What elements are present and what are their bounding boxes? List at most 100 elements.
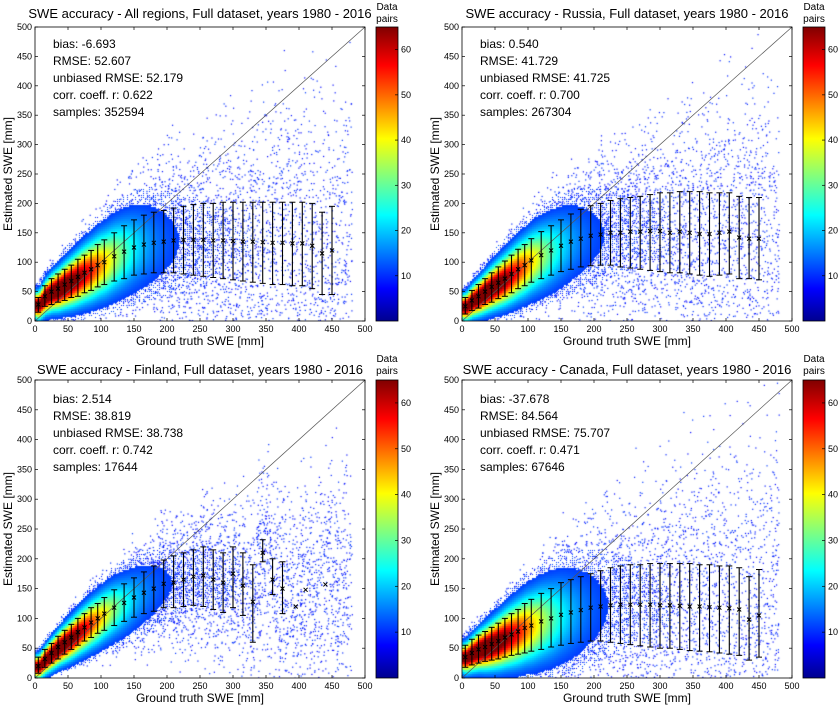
x-tick-label: 250 xyxy=(619,681,634,691)
colorbar-tick-label: 20 xyxy=(828,226,838,236)
y-tick-label: 350 xyxy=(17,464,32,474)
colorbar-tick-label: 50 xyxy=(401,90,411,100)
colorbar-title-line2: pairs xyxy=(376,14,398,25)
x-tick-label: 450 xyxy=(751,681,766,691)
stat-samples: samples: 67646 xyxy=(480,460,565,474)
y-tick-label: 0 xyxy=(454,673,459,683)
mean-marker xyxy=(181,237,186,243)
one-to-one-line xyxy=(461,379,793,679)
x-tick-label: 200 xyxy=(159,681,174,691)
mean-marker xyxy=(627,602,633,608)
mean-marker xyxy=(667,230,673,236)
y-tick-label: 200 xyxy=(17,198,32,208)
y-tick-label: 0 xyxy=(27,316,32,326)
stat-bias: bias: 2.514 xyxy=(53,392,112,406)
colorbar-tick-label: 10 xyxy=(401,271,411,281)
colorbar-title-line2: pairs xyxy=(803,366,825,377)
y-tick-label: 200 xyxy=(444,198,459,208)
panel-title: SWE accuracy - Canada, Full dataset, yea… xyxy=(463,362,792,377)
mean-marker xyxy=(667,602,673,608)
y-tick-label: 400 xyxy=(444,81,459,91)
colorbar-tick-label: 30 xyxy=(401,535,411,545)
stats-box: bias: -6.693 RMSE: 52.607 unbiased RMSE:… xyxy=(53,37,183,119)
mean-marker xyxy=(82,270,87,276)
mean-marker xyxy=(746,617,752,622)
colorbar-title-line2: pairs xyxy=(376,366,398,377)
mean-marker xyxy=(210,238,216,243)
colorbar-title-line2: pairs xyxy=(803,14,825,25)
colorbar-title-line1: Data xyxy=(376,2,398,13)
x-tick-label: 200 xyxy=(586,324,601,334)
colorbar-tick-label: 30 xyxy=(401,180,411,190)
mean-marker xyxy=(657,602,663,608)
mean-marker xyxy=(240,583,246,588)
mean-marker xyxy=(482,289,488,294)
mean-marker xyxy=(495,638,501,644)
stat-corr-coeff: corr. coeff. r: 0.742 xyxy=(53,443,153,457)
y-axis-label: Estimated SWE [mm] xyxy=(428,472,442,586)
mean-marker xyxy=(502,635,508,640)
mean-marker xyxy=(303,587,308,593)
colorbar-tick-label: 60 xyxy=(828,398,838,408)
colorbar-tick-label: 30 xyxy=(828,535,838,545)
mean-marker xyxy=(250,239,256,244)
mean-marker xyxy=(49,289,54,294)
mean-marker xyxy=(697,231,702,237)
mean-marker xyxy=(558,612,564,618)
colorbar-ticks: 10 20 30 40 50 60 xyxy=(395,398,411,637)
mean-marker xyxy=(42,293,48,299)
axes: 0 50 100 150 200 250 300 350 400 450 500 0 50 100 150 2… xyxy=(17,22,373,334)
x-tick-label: 0 xyxy=(459,681,464,691)
mean-marker xyxy=(240,239,246,244)
y-tick-label: 200 xyxy=(17,554,32,564)
mean-marker xyxy=(469,298,475,303)
colorbar-tick-label: 20 xyxy=(401,226,411,236)
x-tick-label: 50 xyxy=(63,324,73,334)
mean-marker xyxy=(598,604,603,609)
x-tick-label: 350 xyxy=(258,681,273,691)
mean-marker xyxy=(578,236,584,242)
mean-marker xyxy=(462,303,468,309)
x-tick-label: 250 xyxy=(619,324,634,334)
y-tick-label: 50 xyxy=(22,287,32,297)
mean-marker xyxy=(181,577,186,583)
mean-marker xyxy=(151,586,157,591)
mean-marker xyxy=(62,282,68,287)
y-tick-label: 400 xyxy=(17,435,32,445)
mean-marker xyxy=(657,228,663,234)
mean-marker xyxy=(717,230,722,236)
mean-marker xyxy=(489,641,495,647)
mean-marker xyxy=(88,266,94,272)
x-tick-label: 500 xyxy=(784,324,799,334)
panel-title: SWE accuracy - Russia, Full dataset, yea… xyxy=(466,6,789,21)
stat-bias: bias: 0.540 xyxy=(480,37,539,51)
colorbar-tick-label: 60 xyxy=(401,398,411,408)
colorbar-gradient xyxy=(802,379,826,679)
mean-marker xyxy=(220,580,226,585)
mean-marker xyxy=(489,284,495,290)
y-tick-label: 450 xyxy=(444,51,459,61)
colorbar-tick-label: 60 xyxy=(828,45,838,55)
y-tick-label: 150 xyxy=(444,228,459,238)
x-tick-label: 100 xyxy=(93,681,108,691)
colorbar-tick-label: 50 xyxy=(828,90,838,100)
stat-bias: bias: -6.693 xyxy=(53,37,116,51)
mean-marker xyxy=(323,582,328,587)
mean-marker xyxy=(141,242,147,247)
stats-box: bias: -37.678 RMSE: 84.564 unbiased RMSE… xyxy=(480,392,610,474)
mean-marker xyxy=(121,600,127,606)
x-tick-label: 350 xyxy=(258,324,273,334)
stats-box: bias: 0.540 RMSE: 41.729 unbiased RMSE: … xyxy=(480,37,610,119)
mean-marker xyxy=(299,241,305,246)
mean-marker xyxy=(161,581,167,587)
stat-unbiased-rmse: unbiased RMSE: 75.707 xyxy=(480,426,610,440)
x-tick-label: 450 xyxy=(751,324,766,334)
mean-marker xyxy=(280,586,285,591)
panel-russia: SWE accuracy - Russia, Full dataset, yea… xyxy=(428,2,838,348)
mean-marker xyxy=(568,239,574,244)
panel-canada: SWE accuracy - Canada, Full dataset, yea… xyxy=(428,354,838,705)
stat-unbiased-rmse: unbiased RMSE: 41.725 xyxy=(480,71,610,85)
y-tick-label: 350 xyxy=(444,464,459,474)
y-tick-label: 250 xyxy=(444,169,459,179)
